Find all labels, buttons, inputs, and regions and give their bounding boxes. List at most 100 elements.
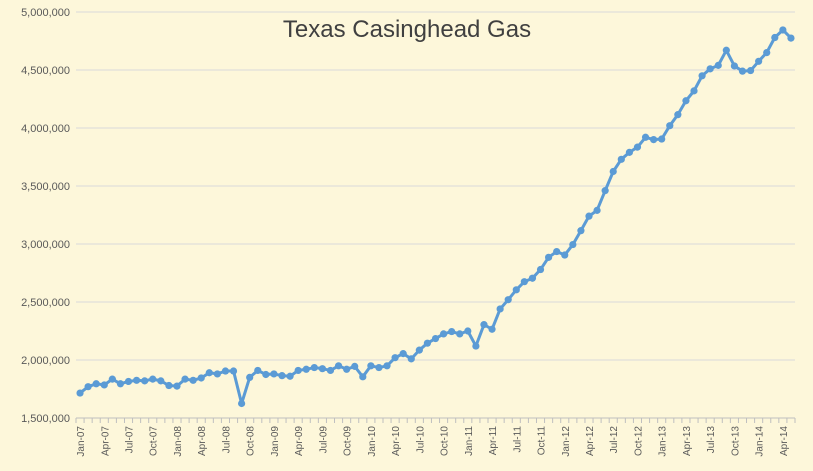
data-point <box>763 49 771 57</box>
data-point <box>108 375 116 383</box>
y-tick-label: 2,000,000 <box>21 355 70 367</box>
x-axis <box>75 417 796 423</box>
data-point <box>132 376 141 384</box>
data-point <box>302 365 310 373</box>
x-tick-label: Apr-10 <box>391 426 402 456</box>
y-tick-label: 2,500,000 <box>21 297 70 309</box>
data-point <box>76 389 84 397</box>
x-tick-label: Jan-13 <box>658 426 669 457</box>
data-point <box>553 247 561 256</box>
data-point <box>666 122 674 130</box>
series-layer <box>76 26 795 408</box>
x-tick-label: Oct-07 <box>149 426 160 456</box>
data-point <box>496 305 504 313</box>
x-tick-label: Jan-09 <box>270 426 281 457</box>
y-tick-label: 3,500,000 <box>21 181 70 193</box>
data-point <box>351 362 359 370</box>
data-point <box>141 377 149 385</box>
data-point <box>779 26 787 34</box>
data-point <box>286 372 294 380</box>
x-tick-label: Jul-11 <box>512 426 523 453</box>
data-point <box>787 34 795 42</box>
y-tick-label: 3,000,000 <box>21 239 70 251</box>
data-point <box>213 370 221 378</box>
x-tick-label: Oct-08 <box>246 426 257 456</box>
data-point <box>706 65 714 73</box>
data-point <box>157 377 165 385</box>
data-point <box>84 383 92 391</box>
data-point <box>746 66 755 75</box>
data-point <box>270 370 278 378</box>
data-point <box>326 366 335 375</box>
data-point <box>181 375 189 383</box>
data-point <box>229 367 238 375</box>
x-tick-label: Apr-13 <box>682 426 693 456</box>
data-point <box>100 381 108 389</box>
data-point <box>536 265 545 274</box>
x-tick-label: Jul-08 <box>221 426 232 454</box>
data-point <box>577 227 585 235</box>
data-point <box>431 334 440 343</box>
data-point <box>254 366 262 375</box>
data-point <box>609 167 617 176</box>
data-point <box>205 369 213 377</box>
data-point <box>722 46 730 54</box>
y-tick-label: 1,500,000 <box>21 413 70 425</box>
data-point <box>561 251 569 259</box>
y-tick-label: 4,000,000 <box>21 123 70 135</box>
data-point <box>650 136 658 144</box>
data-point <box>343 365 351 373</box>
data-point <box>165 381 173 390</box>
x-tick-label: Jan-14 <box>755 426 766 457</box>
data-point <box>690 87 698 95</box>
y-tick-label: 5,000,000 <box>21 7 70 19</box>
data-point <box>415 346 423 354</box>
data-point <box>528 274 537 282</box>
x-tick-label: Jul-13 <box>706 426 717 454</box>
x-tick-label: Oct-09 <box>343 426 354 456</box>
data-point <box>238 399 246 408</box>
data-point <box>173 382 181 390</box>
x-tick-label: Jan-11 <box>464 426 475 456</box>
x-tick-label: Jan-12 <box>561 426 572 457</box>
data-point <box>359 373 367 381</box>
x-tick-label: Apr-14 <box>779 426 790 456</box>
data-point <box>456 330 464 338</box>
data-point <box>569 240 577 249</box>
x-tick-label: Oct-12 <box>633 426 644 456</box>
x-tick-label: Jan-10 <box>367 426 378 457</box>
data-point <box>601 187 609 195</box>
x-tick-label: Apr-08 <box>197 426 208 456</box>
data-point <box>439 330 448 338</box>
data-point <box>512 286 520 294</box>
data-point <box>520 278 528 286</box>
data-point <box>738 67 747 75</box>
x-tick-label: Jul-09 <box>318 426 329 454</box>
data-point <box>714 61 722 69</box>
data-point <box>488 325 496 333</box>
data-point <box>480 321 488 329</box>
data-point <box>545 253 553 261</box>
data-point <box>682 97 690 105</box>
data-point <box>658 135 666 143</box>
x-tick-label: Oct-13 <box>730 426 741 456</box>
data-point <box>221 367 230 375</box>
data-point <box>633 143 642 151</box>
x-tick-label: Apr-07 <box>100 426 111 456</box>
data-point <box>367 362 375 370</box>
x-tick-label: Apr-12 <box>585 426 596 456</box>
data-point <box>755 57 763 65</box>
data-point <box>407 355 415 363</box>
x-tick-label: Apr-11 <box>488 426 499 456</box>
data-point <box>674 111 682 119</box>
data-point <box>448 327 456 336</box>
data-point <box>585 212 593 220</box>
x-tick-label: Oct-11 <box>537 426 548 456</box>
x-axis-ticks: Jan-07 Apr-07 Jul-07 Oct-07 Jan-08 Apr-08 Jul-… <box>76 426 790 457</box>
chart-title: Texas Casinghead Gas <box>283 16 531 43</box>
data-point <box>771 33 779 42</box>
data-point <box>278 372 286 380</box>
